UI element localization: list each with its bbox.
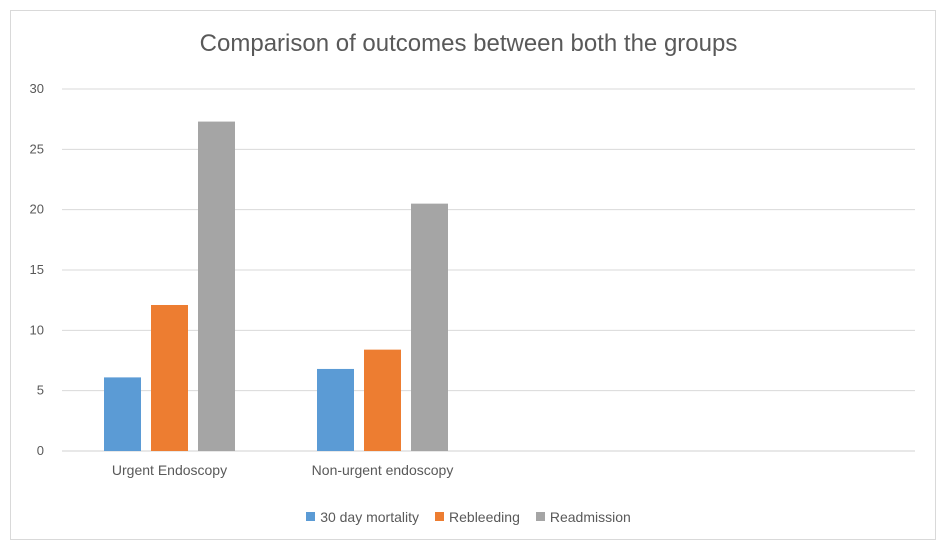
legend-swatch — [306, 512, 316, 521]
bar-30-day-mortality-1 — [104, 377, 141, 451]
y-tick-label: 20 — [30, 202, 44, 217]
chart-area — [10, 10, 936, 540]
y-tick-label: 30 — [30, 81, 44, 96]
x-tick-label: Urgent Endoscopy — [112, 462, 227, 478]
legend-label: 30 day mortality — [320, 508, 420, 525]
legend-item: 30 day mortality — [306, 509, 419, 525]
chart-title: Comparison of outcomes between both the … — [199, 30, 738, 57]
y-tick-label: 15 — [30, 262, 44, 277]
x-tick-label: Non-urgent endoscopy — [312, 462, 454, 478]
bar-30-day-mortality-2 — [317, 368, 354, 451]
bar-readmission-2 — [411, 203, 448, 451]
y-tick-label: 10 — [30, 322, 44, 337]
legend-swatch — [435, 512, 445, 521]
legend-swatch — [535, 512, 545, 521]
legend-item: Rebleeding — [435, 509, 520, 525]
legend-label: Rebleeding — [449, 508, 520, 525]
bar-readmission-1 — [198, 121, 235, 451]
y-tick-label: 0 — [37, 443, 44, 458]
bar-rebleeding-2 — [364, 349, 401, 451]
legend: 30 day mortality Rebleeding Readmission — [0, 508, 937, 525]
legend-label: Readmission — [549, 508, 631, 525]
legend-item: Readmission — [535, 508, 631, 525]
y-tick-label: 25 — [30, 141, 44, 156]
bar-rebleeding-1 — [151, 304, 188, 451]
y-tick-label: 5 — [37, 383, 44, 398]
